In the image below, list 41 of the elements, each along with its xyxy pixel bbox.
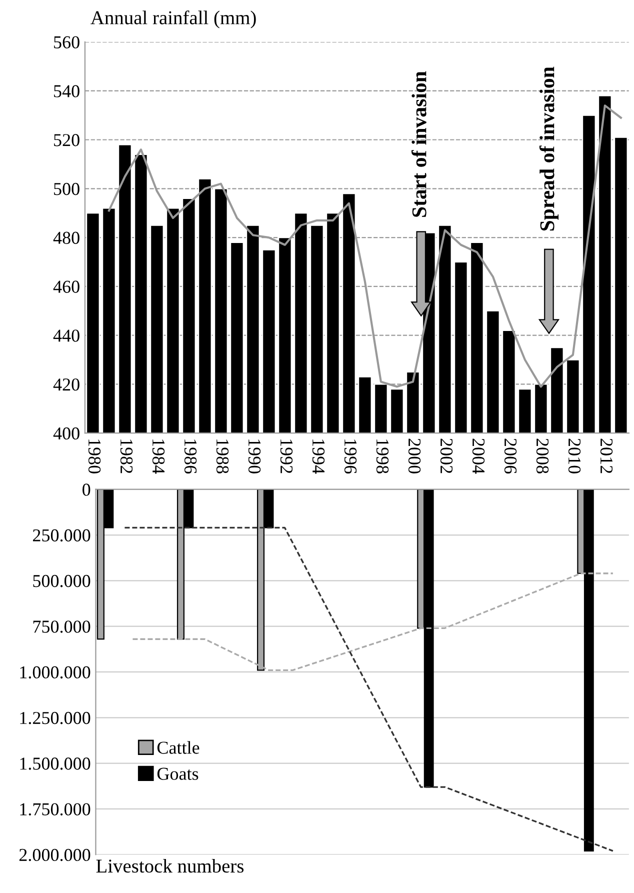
x-tick-label: 2012 [600, 438, 613, 474]
x-tick-label: 1998 [376, 440, 389, 474]
y-tick-label: 520 [54, 134, 80, 146]
legend-label: Goats [157, 768, 198, 780]
y-tick-label: 540 [54, 85, 80, 98]
y-tick-label: 460 [53, 280, 80, 293]
y-tick-label: 500.000 [33, 574, 90, 588]
x-tick-label: 1982 [120, 440, 133, 474]
x-tick-label: 2002 [440, 438, 453, 474]
y-tick-label: 1.500.000 [20, 758, 90, 770]
legend-label: Cattle [157, 741, 200, 754]
y-tick-label: 1.000.000 [20, 666, 90, 679]
y-tick-label: 2.000.000 [19, 848, 90, 862]
x-tick-label: 2006 [504, 438, 517, 474]
x-tick-label: 1992 [280, 440, 293, 474]
y-tick-label: 1.250.000 [20, 712, 90, 724]
y-tick-label: 500 [54, 182, 80, 196]
annotation: Spread of invasion [539, 66, 559, 231]
x-tick-label: 1994 [312, 440, 325, 474]
x-tick-label: 2008 [536, 438, 549, 474]
y-tick-label: 400 [53, 427, 80, 440]
x-tick-label: 1984 [152, 440, 165, 474]
x-tick-label: 2010 [568, 438, 581, 474]
y-tick-label: 420 [53, 378, 80, 391]
y-tick-label: 480 [53, 232, 80, 244]
y-tick-label: 250.000 [32, 529, 90, 542]
x-tick-label: 1980 [88, 440, 101, 474]
x-tick-label: 1988 [216, 440, 229, 474]
y-tick-label: 560 [54, 36, 80, 48]
annotation: Start of invasion [411, 71, 426, 217]
x-tick-label: 1990 [248, 440, 261, 474]
x-tick-label: 2000 [408, 438, 421, 474]
y-tick-label: 440 [53, 330, 80, 342]
y-tick-label: 0 [82, 484, 90, 496]
x-axis-title: Livestock numbers [96, 858, 244, 873]
y-tick-label: 1.750.000 [20, 803, 90, 816]
x-tick-label: 2004 [472, 438, 485, 474]
y-tick-label: 750.000 [33, 620, 90, 633]
x-tick-label: 1986 [184, 440, 197, 474]
y-axis-title: Annual rainfall (mm) [90, 10, 256, 28]
x-tick-label: 1996 [344, 440, 357, 474]
